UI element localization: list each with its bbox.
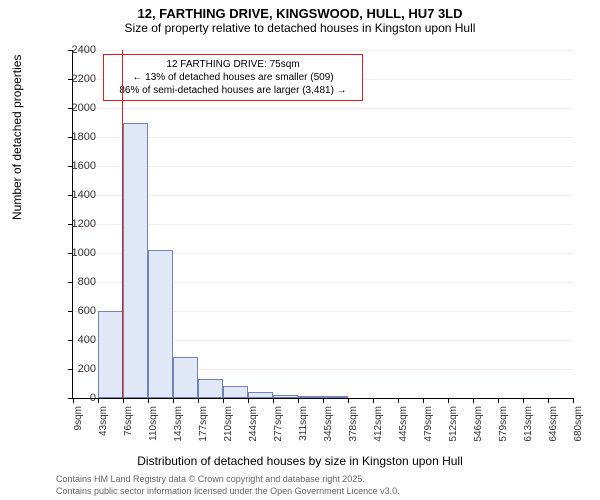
histogram-bar (148, 250, 173, 398)
histogram-bar (298, 396, 323, 398)
x-tick-label: 210sqm (223, 406, 234, 446)
gridline (73, 50, 573, 51)
gridline (73, 224, 573, 225)
y-tick-label: 0 (56, 392, 96, 404)
x-tick-mark (373, 398, 374, 403)
x-tick-mark (248, 398, 249, 403)
y-tick-label: 200 (56, 363, 96, 375)
gridline (73, 137, 573, 138)
x-tick-mark (273, 398, 274, 403)
x-tick-mark (423, 398, 424, 403)
histogram-bar (173, 357, 198, 398)
x-tick-label: 445sqm (398, 406, 409, 446)
x-tick-mark (98, 398, 99, 403)
histogram-bar (323, 396, 348, 398)
y-tick-label: 2200 (56, 73, 96, 85)
x-tick-mark (198, 398, 199, 403)
x-tick-label: 277sqm (273, 406, 284, 446)
plot-area: 12 FARTHING DRIVE: 75sqm ← 13% of detach… (72, 50, 573, 399)
x-tick-mark (448, 398, 449, 403)
annotation-line3: 86% of semi-detached houses are larger (… (110, 84, 356, 97)
footer-line-1: Contains HM Land Registry data © Crown c… (56, 474, 365, 484)
x-tick-mark (573, 398, 574, 403)
gridline (73, 166, 573, 167)
y-tick-label: 1600 (56, 160, 96, 172)
x-tick-label: 345sqm (323, 406, 334, 446)
x-tick-label: 311sqm (298, 406, 309, 446)
marker-line (122, 50, 123, 398)
y-tick-label: 1200 (56, 218, 96, 230)
annotation-box: 12 FARTHING DRIVE: 75sqm ← 13% of detach… (103, 54, 363, 101)
x-tick-mark (148, 398, 149, 403)
x-tick-mark (548, 398, 549, 403)
y-tick-label: 600 (56, 305, 96, 317)
x-tick-mark (348, 398, 349, 403)
x-tick-label: 546sqm (473, 406, 484, 446)
x-tick-label: 9sqm (73, 406, 84, 446)
x-tick-label: 43sqm (98, 406, 109, 446)
footer-line-2: Contains public sector information licen… (56, 486, 400, 496)
x-tick-label: 646sqm (548, 406, 559, 446)
y-tick-label: 1000 (56, 247, 96, 259)
chart-container: 12, FARTHING DRIVE, KINGSWOOD, HULL, HU7… (0, 0, 600, 500)
x-tick-label: 412sqm (373, 406, 384, 446)
x-tick-mark (523, 398, 524, 403)
x-tick-label: 479sqm (423, 406, 434, 446)
x-axis-label: Distribution of detached houses by size … (0, 454, 600, 468)
gridline (73, 195, 573, 196)
x-tick-mark (473, 398, 474, 403)
x-tick-label: 512sqm (448, 406, 459, 446)
histogram-bar (223, 386, 248, 398)
x-tick-label: 579sqm (498, 406, 509, 446)
x-tick-mark (398, 398, 399, 403)
histogram-bar (273, 395, 298, 398)
x-tick-label: 613sqm (523, 406, 534, 446)
histogram-bar (248, 392, 273, 398)
gridline (73, 108, 573, 109)
histogram-bar (98, 311, 123, 398)
chart-title-sub: Size of property relative to detached ho… (0, 21, 600, 39)
x-tick-label: 177sqm (198, 406, 209, 446)
y-tick-label: 1800 (56, 131, 96, 143)
chart-title-main: 12, FARTHING DRIVE, KINGSWOOD, HULL, HU7… (0, 0, 600, 21)
annotation-line2: ← 13% of detached houses are smaller (50… (110, 71, 356, 84)
x-tick-label: 76sqm (123, 406, 134, 446)
x-tick-label: 244sqm (248, 406, 259, 446)
x-tick-label: 680sqm (573, 406, 584, 446)
y-axis-label: Number of detached properties (10, 55, 24, 220)
y-tick-label: 1400 (56, 189, 96, 201)
x-tick-label: 378sqm (348, 406, 359, 446)
histogram-bar (198, 379, 223, 398)
x-tick-label: 110sqm (148, 406, 159, 446)
histogram-bar (123, 123, 148, 399)
x-tick-mark (173, 398, 174, 403)
x-tick-mark (298, 398, 299, 403)
x-tick-mark (223, 398, 224, 403)
y-tick-label: 800 (56, 276, 96, 288)
x-tick-mark (323, 398, 324, 403)
x-tick-mark (498, 398, 499, 403)
annotation-line1: 12 FARTHING DRIVE: 75sqm (110, 58, 356, 71)
x-tick-mark (123, 398, 124, 403)
y-tick-label: 2400 (56, 44, 96, 56)
y-tick-label: 2000 (56, 102, 96, 114)
x-tick-label: 143sqm (173, 406, 184, 446)
y-tick-label: 400 (56, 334, 96, 346)
